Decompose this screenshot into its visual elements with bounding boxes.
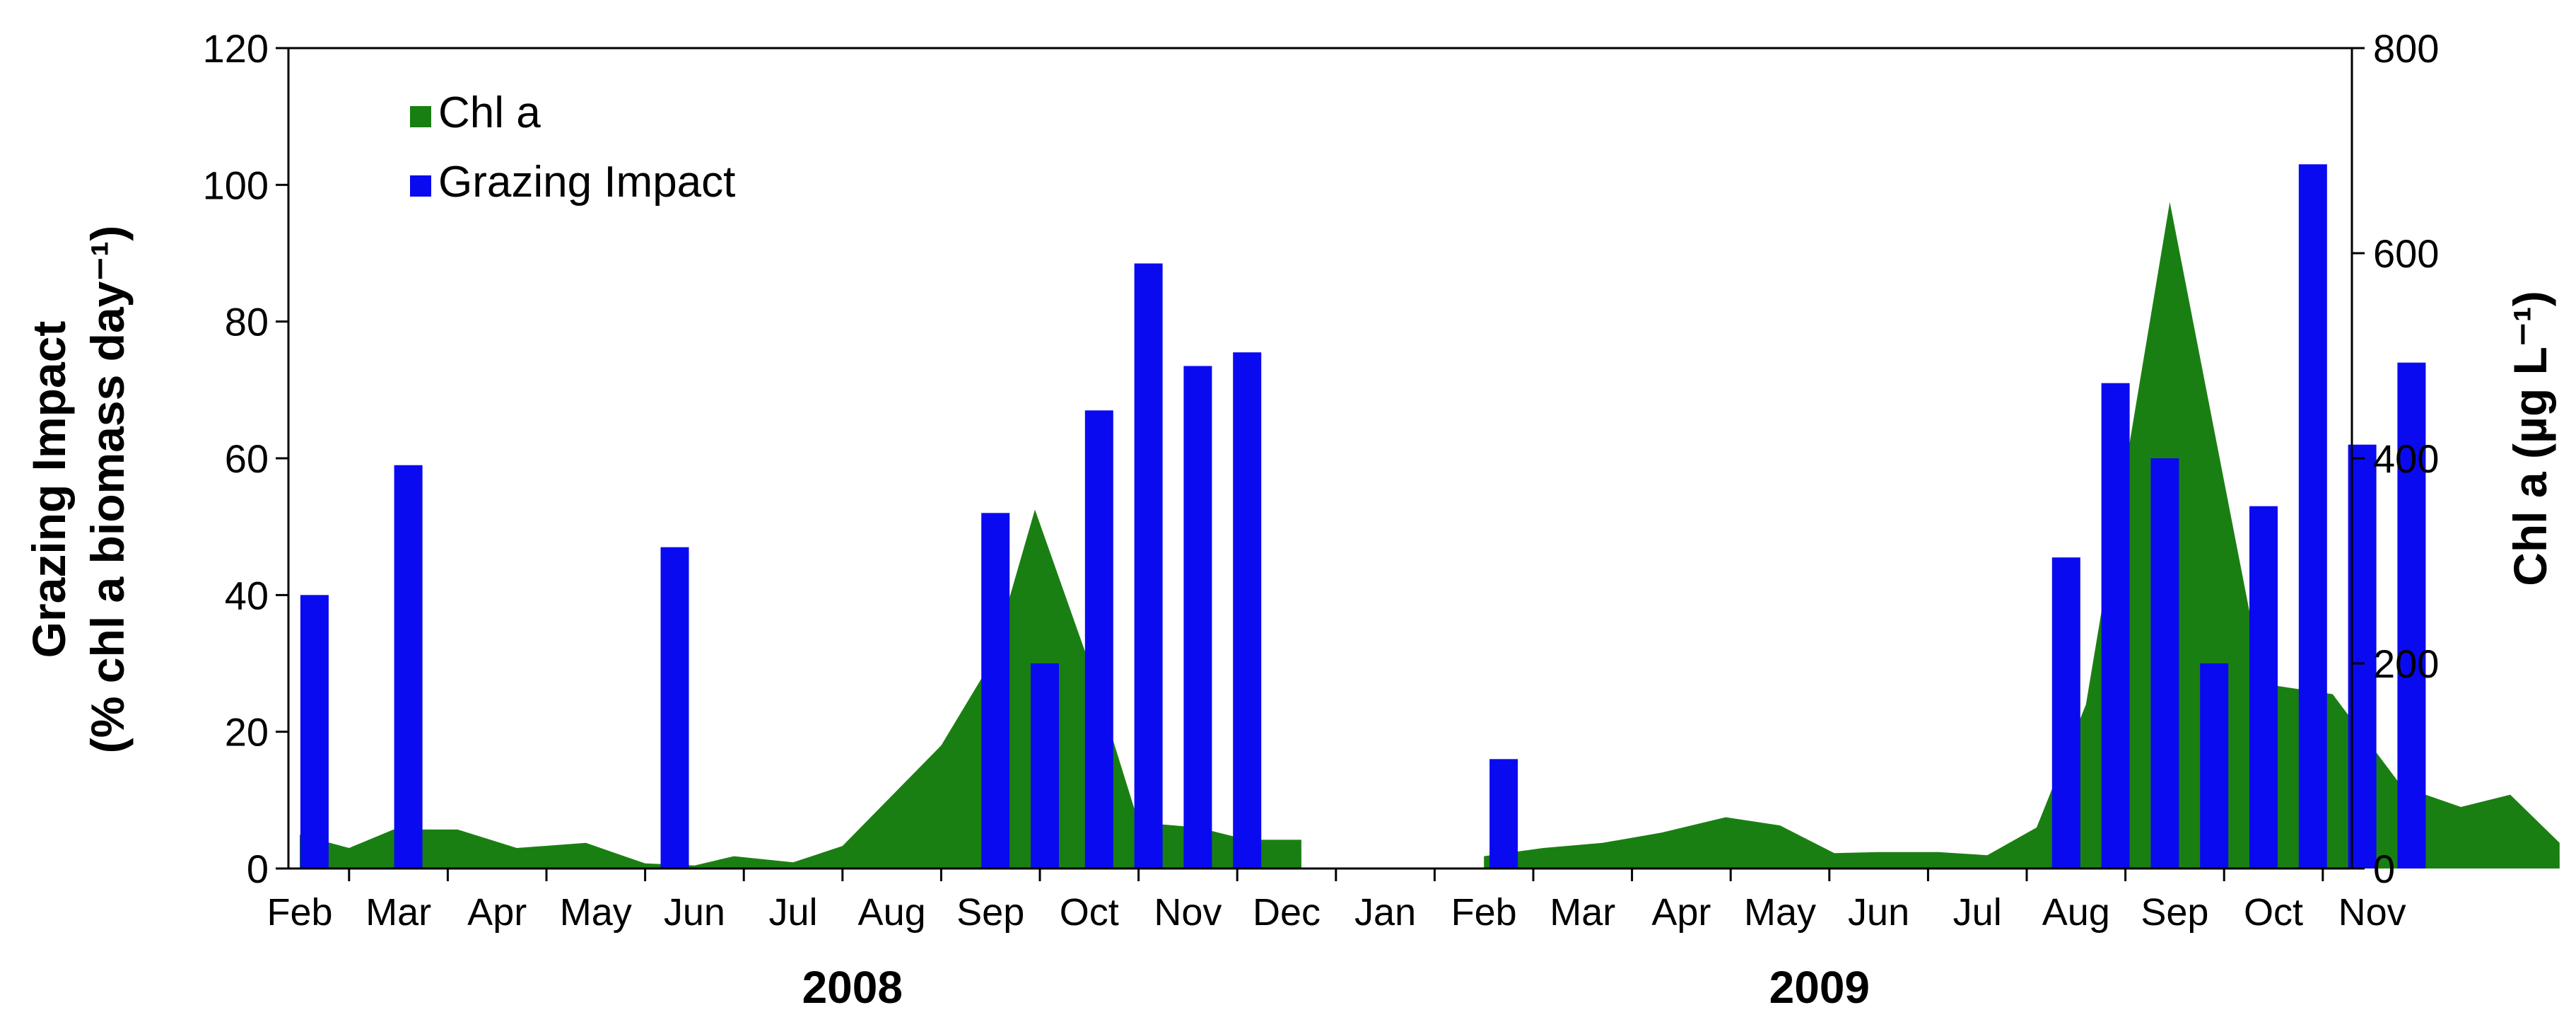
grazing-bar-5: [1031, 663, 1059, 869]
grazing-bar-3: [660, 547, 689, 869]
left-axis-title-line2: (% chl a biomass day⁻¹): [81, 226, 134, 753]
grazing-bar-11: [2051, 557, 2080, 869]
grazing-bar-16: [2298, 164, 2327, 869]
left-tick-label-40: 40: [225, 573, 269, 617]
month-label-6-jul: Jul: [768, 891, 817, 934]
grazing-bar-4: [981, 513, 1010, 869]
month-label-20-sep: Sep: [2141, 891, 2208, 934]
axes: [276, 47, 2365, 881]
left-tick-label-120: 120: [203, 26, 269, 71]
month-label-21-oct: Oct: [2244, 891, 2303, 934]
right-tick-label-800: 800: [2373, 26, 2439, 71]
month-label-15-apr: Apr: [1651, 891, 1711, 934]
month-label-17-jun: Jun: [1848, 891, 1909, 934]
grazing-bar-12: [2101, 383, 2130, 869]
month-label-4-may: May: [560, 891, 632, 934]
grazing-bars-layer: [300, 164, 2426, 869]
right-tick-label-400: 400: [2373, 436, 2439, 481]
left-tick-label-60: 60: [225, 436, 269, 481]
right-axis-title: Chl a (µg L⁻¹): [2504, 291, 2556, 586]
right-tick-label-600: 600: [2373, 231, 2439, 276]
month-label-7-aug: Aug: [858, 891, 926, 934]
left-tick-label-0: 0: [247, 847, 269, 891]
month-label-19-aug: Aug: [2042, 891, 2110, 934]
right-tick-label-0: 0: [2373, 847, 2395, 891]
grazing-bar-18: [2397, 362, 2426, 869]
month-label-5-jun: Jun: [664, 891, 725, 934]
month-label-12-jan: Jan: [1354, 891, 1416, 934]
right-tick-label-200: 200: [2373, 641, 2439, 686]
month-label-13-feb: Feb: [1451, 891, 1517, 934]
grazing-bar-2: [394, 465, 423, 869]
month-label-3-apr: Apr: [467, 891, 527, 934]
month-label-1-feb: Feb: [267, 891, 332, 934]
grazing-bar-10: [1489, 759, 1518, 869]
left-tick-label-20: 20: [225, 710, 269, 755]
left-tick-label-100: 100: [203, 163, 269, 207]
month-label-2-mar: Mar: [365, 891, 431, 934]
left-axis-title-line1: Grazing Impact: [23, 321, 75, 658]
chl-a-area-segment-2: [1484, 202, 2560, 869]
month-label-11-dec: Dec: [1253, 891, 1321, 934]
year-label-2009: 2009: [1769, 962, 1870, 1013]
month-label-8-sep: Sep: [956, 891, 1024, 934]
year-label-2008: 2008: [802, 962, 903, 1013]
grazing-bar-1: [300, 595, 329, 869]
legend-label-grazing-impact: Grazing Impact: [438, 158, 735, 207]
grazing-bar-14: [2200, 663, 2229, 869]
grazing-bar-13: [2150, 458, 2179, 869]
left-tick-label-80: 80: [225, 300, 269, 344]
grazing-bar-7: [1134, 263, 1163, 869]
legend-swatch-grazing-impact: [410, 175, 431, 197]
grazing-bar-6: [1084, 410, 1113, 869]
grazing-bar-15: [2249, 506, 2278, 869]
month-label-10-nov: Nov: [1154, 891, 1222, 934]
legend-label-chl-a: Chl a: [438, 88, 541, 137]
month-label-22-nov: Nov: [2338, 891, 2406, 934]
legend: Chl a Grazing Impact: [410, 88, 735, 207]
month-label-18-jul: Jul: [1953, 891, 2002, 934]
month-label-14-mar: Mar: [1550, 891, 1615, 934]
month-label-9-oct: Oct: [1060, 891, 1119, 934]
grazing-bar-9: [1233, 352, 1262, 869]
month-label-16-may: May: [1744, 891, 1816, 934]
grazing-bar-8: [1183, 366, 1212, 869]
legend-swatch-chl-a: [410, 106, 431, 127]
axis-labels: 0 20 40 60 80 100 120 0 200 400 600 800 Feb Mar Apr May…: [203, 26, 2440, 1013]
